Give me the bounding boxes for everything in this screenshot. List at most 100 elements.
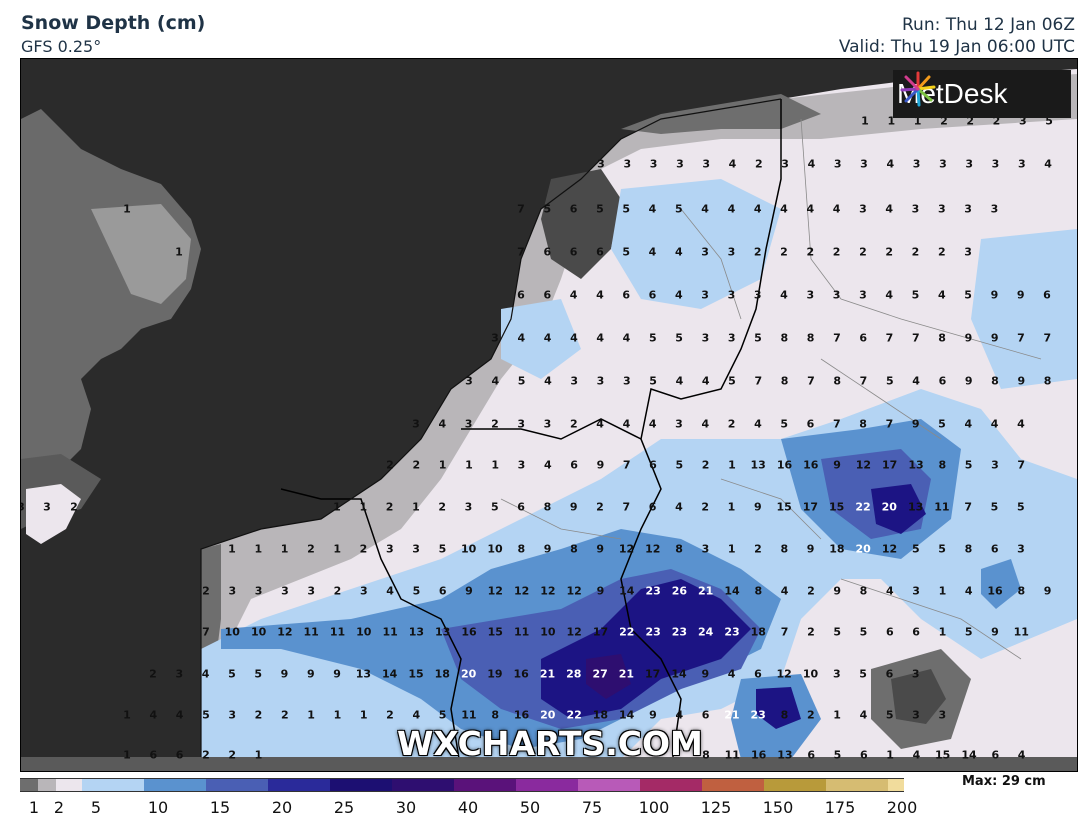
snow-depth-value: 13 [908,458,924,472]
snow-depth-value: 2 [412,458,421,472]
snow-depth-value: 4 [648,417,657,431]
snow-depth-value: 7 [885,417,894,431]
snow-depth-value: 17 [645,667,661,681]
color-scale-segment [702,778,764,792]
snow-depth-value: 1 [886,748,894,762]
snow-depth-value: 6 [859,331,868,345]
snow-depth-value: 14 [724,584,740,598]
snow-depth-value: 2 [70,500,78,514]
snow-depth-value: 3 [753,288,762,302]
snow-depth-value: 3 [859,288,867,302]
snow-depth-value: 6 [990,542,999,556]
snow-depth-value: 12 [277,625,293,639]
north-dark-region [621,94,821,134]
snow-depth-value: 4 [990,417,999,431]
color-scale-segment [56,778,82,792]
snow-depth-value: 5 [228,667,236,681]
snow-depth-value: 5 [596,202,604,216]
snow-depth-value: 5 [438,542,447,556]
snow-depth-value: 4 [675,374,684,388]
color-scale-tick-label: 20 [271,798,293,817]
snow-depth-value: 20 [881,500,897,514]
snow-depth-value: 5 [964,625,973,639]
snow-depth-value: 4 [886,157,895,171]
snow-depth-value: 4 [569,288,578,302]
snow-depth-value: 18 [750,625,766,639]
region-border-lines [500,118,1042,660]
snow-depth-value: 10 [250,625,267,639]
snow-depth-value: 2 [859,245,867,259]
snow-depth-value: 10 [802,667,819,681]
snow-depth-value: 20 [460,667,477,681]
snow-depth-value: 2 [753,245,762,259]
snow-depth-value: 12 [776,667,792,681]
snow-depth-value: 4 [728,157,737,171]
snow-depth-value: 2 [202,584,210,598]
snow-depth-value: 3 [701,245,709,259]
snow-depth-value: 4 [964,584,973,598]
max-value-label: Max: 29 cm [962,774,1046,789]
snow-depth-value: 17 [592,625,609,639]
snow-depth-value: 18 [434,667,450,681]
snow-depth-value: 3 [464,417,473,431]
snow-depth-value: 9 [280,667,289,681]
snow-depth-value: 9 [1043,584,1052,598]
snow-depth-value: 1 [438,458,447,472]
snow-depth-value: 6 [807,748,816,762]
snow-depth-value: 6 [543,288,552,302]
snow-depth-value: 7 [754,374,763,388]
snow-depth-value: 5 [780,417,789,431]
snow-depth-value: 22 [855,500,871,514]
color-scale-tick-label: 5 [90,798,102,817]
map-bottom-band [21,757,1077,771]
color-scale-tick-label: 10 [147,798,169,817]
snow-depth-value: 4 [543,458,552,472]
snow-depth-value: 9 [306,667,315,681]
snow-depth-value: 7 [885,331,894,345]
snow-depth-value: 17 [802,500,819,514]
snow-depth-value: 2 [596,500,604,514]
snow-depth-value: 2 [385,500,394,514]
snow-depth-value: 1 [913,114,922,128]
snow-depth-value: 1 [123,748,131,762]
color-scale-segment [392,778,454,792]
snow-depth-value: 9 [833,584,842,598]
color-scale-segment [826,778,888,792]
snow-depth-value: 7 [517,202,525,216]
uk-landmass [21,109,201,489]
snow-depth-value: 6 [885,625,894,639]
color-scale-segment [764,778,826,792]
snow-depth-value: 4 [832,202,841,216]
snow-depth-value: 1 [887,114,896,128]
snow-depth-value: 12 [513,584,530,598]
snow-depth-value: 1 [254,542,263,556]
snow-depth-value: 13 [907,500,924,514]
snow-depth-value: 1 [307,708,315,722]
snow-depth-value: 1 [333,500,341,514]
snow-depth-value: 3 [596,374,605,388]
snow-depth-value: 9 [806,542,815,556]
color-scale-segment [20,778,38,792]
snow-depth-value: 3 [806,288,815,302]
color-scale-tick-label: 125 [700,798,732,817]
snow-depth-value: 3 [597,157,605,171]
snow-depth-value: 15 [408,667,424,681]
snow-depth-value: 1 [359,708,368,722]
snow-depth-value: 6 [754,667,762,681]
snow-depth-value: 15 [776,500,792,514]
snow-depth-value: 28 [566,667,582,681]
snow-depth-value: 4 [885,202,894,216]
color-scale-segment [144,778,206,792]
snow-depth-value: 8 [754,584,763,598]
snow-depth-value: 5 [1045,114,1053,128]
snow-depth-value: 3 [833,157,842,171]
snow-depth-value: 5 [964,288,972,302]
snow-depth-value: 3 [412,542,420,556]
snow-depth-value: 13 [777,748,793,762]
snow-depth-value: 6 [649,458,657,472]
snow-depth-value: 16 [513,667,529,681]
color-scale-segment [640,778,702,792]
snow-depth-value: 2 [333,584,342,598]
snow-depth-value: 10 [461,542,477,556]
